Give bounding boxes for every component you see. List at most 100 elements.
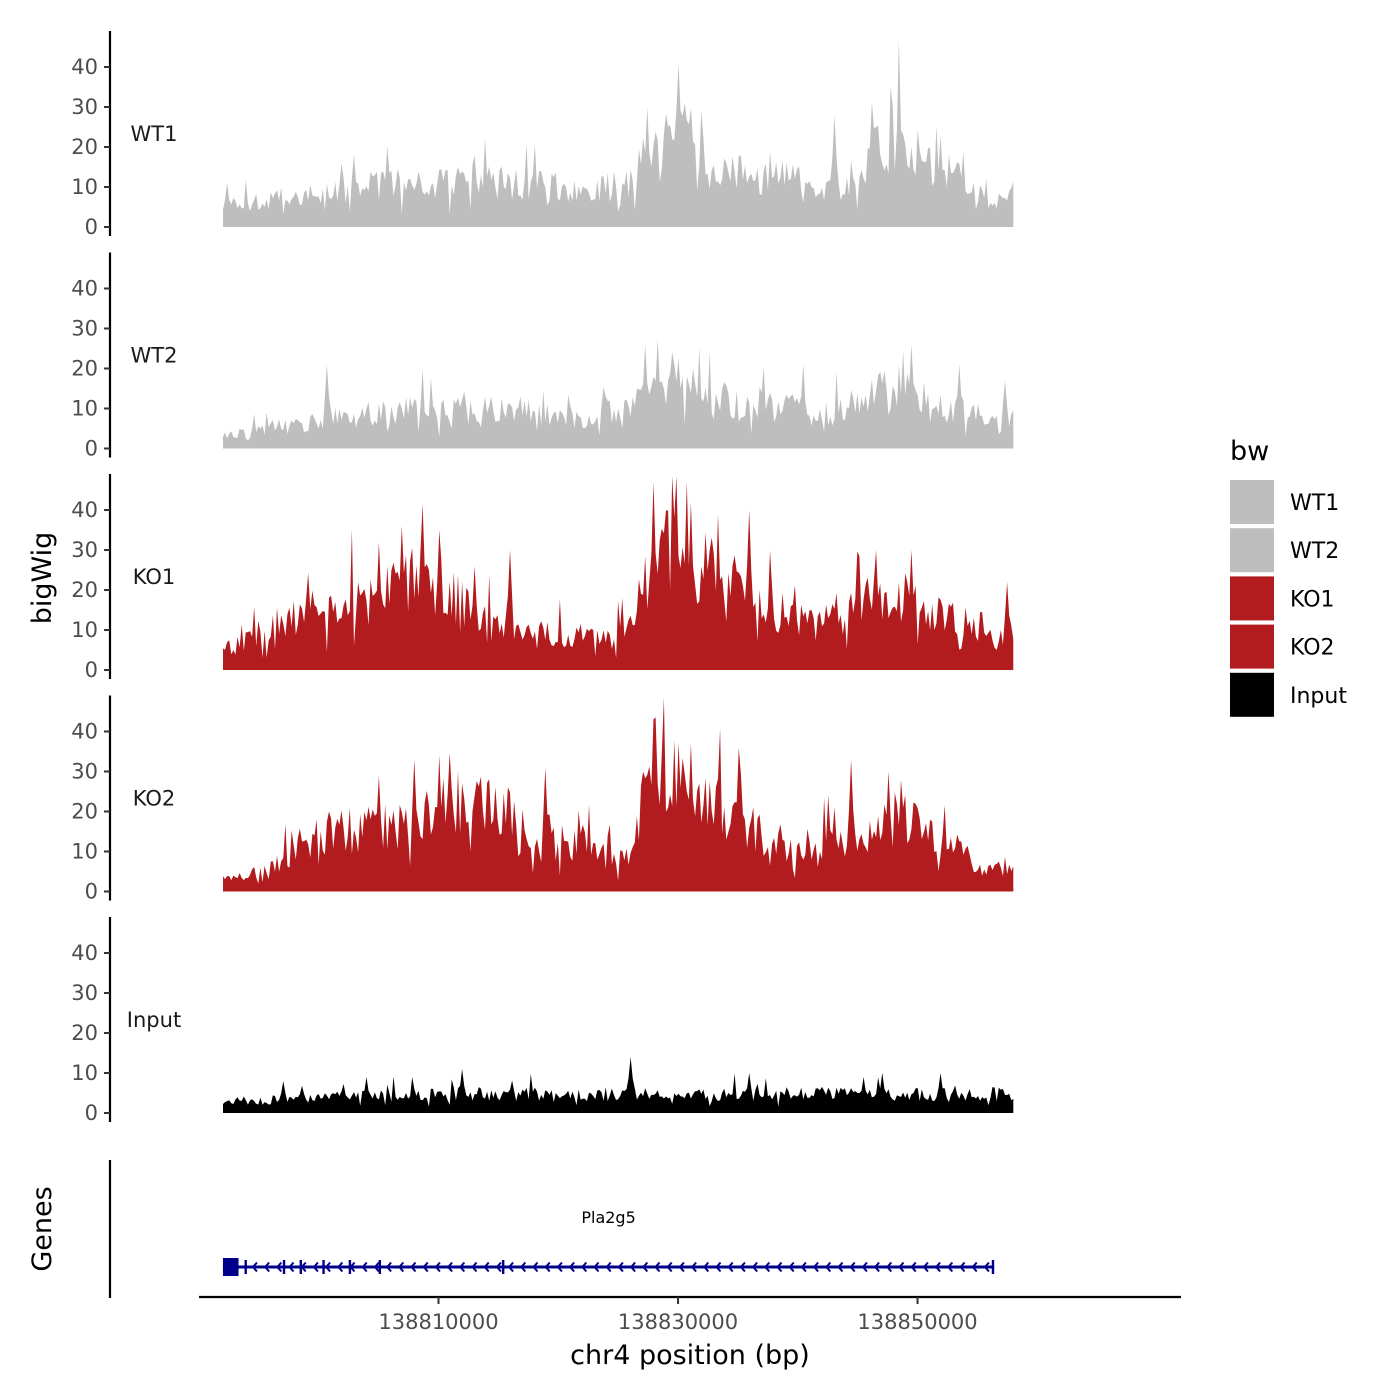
strand-chevron [715,1261,722,1273]
strand-chevron [922,1261,929,1273]
strand-chevron [605,1261,612,1273]
track-label: WT2 [131,344,178,368]
strand-chevron [776,1261,783,1273]
track-label: KO1 [133,565,176,589]
gene-exon [501,1260,505,1274]
strand-chevron [544,1261,551,1273]
gene-exon [378,1260,382,1274]
legend-item-wt1: WT1 [1230,480,1339,524]
strand-chevron [288,1261,295,1273]
signal-area-ko1 [223,476,1014,670]
strand-chevron [324,1261,331,1273]
legend-swatch [1230,624,1274,669]
strand-chevron [837,1261,844,1273]
strand-chevron [849,1261,856,1273]
strand-chevron [678,1261,685,1273]
y-tick-label: 20 [71,578,98,602]
strand-chevron [825,1261,832,1273]
strand-chevron [886,1261,893,1273]
legend-label: KO2 [1290,636,1335,661]
strand-chevron [434,1261,441,1273]
signal-area-ko2 [223,697,1014,892]
track-panel-wt2: 0 10 20 30 40 WT2 [71,252,1014,461]
signal-area-wt2 [223,339,1014,449]
gene-exon [282,1260,286,1274]
legend-swatch [1230,480,1274,524]
strand-chevron [947,1261,954,1273]
strand-chevron [263,1261,270,1273]
y-tick-label: 20 [71,800,98,824]
legend: bw WT1 WT2 KO1 KO2 Input [1230,436,1347,717]
gene-exon [222,1258,239,1276]
strand-chevron [703,1261,710,1273]
strand-chevron [800,1261,807,1273]
y-tick-label: 0 [85,658,98,682]
y-tick-label: 40 [71,498,98,522]
strand-chevron [507,1261,514,1273]
y-tick-label: 10 [71,175,98,199]
strand-chevron [959,1261,966,1273]
track-label: Input [127,1008,181,1032]
strand-chevron [446,1261,453,1273]
y-tick-label: 30 [71,981,98,1005]
gene-exon [348,1260,352,1274]
y-tick-label: 10 [71,840,98,864]
gene-exon [322,1260,325,1274]
strand-chevron [471,1261,478,1273]
strand-chevron [642,1261,649,1273]
legend-label: KO1 [1290,587,1335,612]
x-tick-label: 138810000 [378,1310,498,1334]
strand-chevron [459,1261,466,1273]
strand-chevron [690,1261,697,1273]
y-tick-label: 20 [71,357,98,381]
strand-chevron [483,1261,490,1273]
y-tick-label: 0 [85,880,98,904]
y-tick-label: 10 [71,397,98,421]
strand-chevron [751,1261,758,1273]
strand-chevron [520,1261,527,1273]
y-tick-label: 30 [71,95,98,119]
y-tick-label: 10 [71,1061,98,1085]
strand-chevron [556,1261,563,1273]
x-axis-title: chr4 position (bp) [570,1340,810,1371]
legend-label: Input [1290,684,1347,709]
strand-chevron [410,1261,417,1273]
legend-label: WT2 [1290,539,1339,564]
strand-chevron [593,1261,600,1273]
gene-track: Genes Pla2g5 [27,1160,995,1298]
strand-chevron [581,1261,588,1273]
y-tick-label: 30 [71,317,98,341]
y-tick-label: 20 [71,1021,98,1045]
strand-chevron [251,1261,258,1273]
legend-item-ko1: KO1 [1230,576,1335,621]
y-tick-label: 40 [71,720,98,744]
gene-label: Pla2g5 [581,1208,635,1227]
strand-chevron [337,1261,344,1273]
strand-chevron [873,1261,880,1273]
strand-chevron [385,1261,392,1273]
legend-label: WT1 [1290,491,1339,516]
strand-chevron [422,1261,429,1273]
strand-chevron [666,1261,673,1273]
strand-chevron [812,1261,819,1273]
strand-chevron [276,1261,283,1273]
strand-chevron [312,1261,319,1273]
strand-chevron [764,1261,771,1273]
gene-track-title: Genes [27,1186,58,1271]
gene-exon [299,1260,302,1274]
strand-chevron [727,1261,734,1273]
y-tick-label: 0 [85,1101,98,1125]
strand-chevron [971,1261,978,1273]
strand-chevron [983,1261,990,1273]
legend-swatch [1230,576,1274,621]
signal-area-wt1 [223,38,1014,228]
x-tick-label: 138850000 [857,1310,977,1334]
gene-exon [991,1260,995,1274]
strand-chevron [861,1261,868,1273]
track-panel-ko2: 0 10 20 30 40 KO2 [71,695,1014,904]
y-axis-title: bigWig [27,532,58,625]
legend-swatch [1230,528,1274,573]
strand-chevron [934,1261,941,1273]
y-tick-label: 40 [71,55,98,79]
strand-chevron [495,1261,502,1273]
